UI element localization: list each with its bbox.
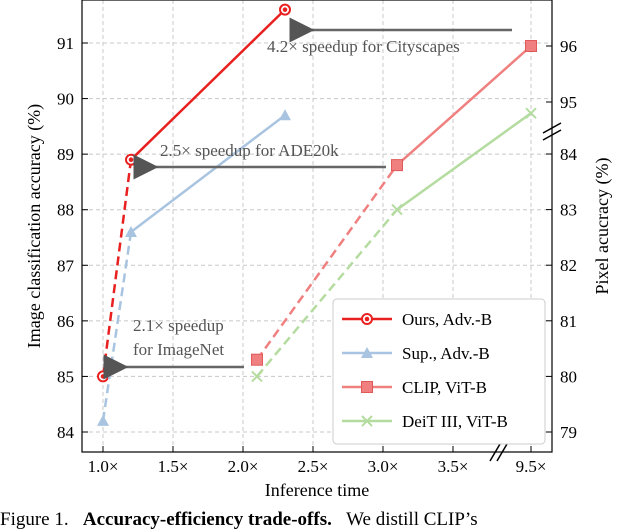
legend-box	[332, 298, 546, 445]
x-tick-label: 1.0×	[88, 457, 119, 476]
x-axis-break-mark	[489, 443, 508, 462]
right-y-tick-label: 79	[560, 423, 577, 442]
data-point	[525, 107, 537, 119]
legend-swatch-marker	[361, 381, 373, 393]
left-y-tick-label: 88	[57, 201, 74, 220]
series-line-segment	[101, 231, 133, 422]
x-tick-label: 3.5×	[438, 457, 469, 476]
x-tick-label: 1.5×	[158, 457, 189, 476]
data-point	[391, 203, 403, 216]
series-line-segment	[130, 114, 286, 233]
data-point-center	[282, 7, 288, 12]
imagenet-speedup-label-line1: 2.1× speedup	[133, 316, 224, 335]
data-point	[391, 159, 403, 172]
right-y-tick-label: 81	[560, 312, 577, 331]
left-y-tick-label: 91	[57, 34, 74, 53]
ade20k-speedup-label: 2.5× speedup for ADE20k	[160, 141, 339, 160]
caption-prefix: Figure 1.	[0, 509, 69, 529]
right-y-tick-label: 80	[560, 367, 577, 386]
data-point	[525, 40, 537, 52]
data-point	[251, 353, 263, 366]
series-line-segment	[101, 159, 133, 377]
x-tick-labels: 1.0× 1.5× 2.0× 2.5× 3.0× 3.5× 9.5×	[88, 446, 547, 476]
legend-swatch-marker	[361, 415, 373, 427]
right-y-tick-label: 95	[560, 93, 577, 112]
left-y-tick-label: 85	[57, 367, 74, 386]
caption-title: Accuracy-efficiency trade-offs.	[82, 509, 332, 529]
data-point	[279, 109, 291, 121]
left-y-tick-labels: 84 85 86 87 88 89 90 91	[57, 34, 88, 442]
left-y-tick-label: 89	[57, 145, 74, 164]
cityscapes-speedup-label: 4.2× speedup for Cityscapes	[267, 37, 460, 56]
right-y-tick-label: 96	[560, 37, 577, 56]
left-y-tick-label: 84	[57, 423, 75, 442]
x-axis-title: Inference time	[265, 480, 369, 500]
legend: Ours, Adv.-B Sup., Adv.-B CLIP, ViT-B DeiT …	[332, 298, 546, 445]
data-point-center	[128, 157, 134, 162]
left-y-tick-label: 87	[57, 256, 75, 275]
x-tick-label: 2.5×	[298, 457, 329, 476]
x-tick-label: 3.0×	[368, 457, 399, 476]
series-1	[97, 109, 291, 426]
right-y-tick-label: 84	[560, 145, 578, 164]
imagenet-speedup-label-line2: for ImageNet	[133, 340, 224, 359]
legend-swatch-marker-center	[364, 316, 370, 322]
series-line-segment	[130, 8, 286, 161]
right-y-tick-labels: 79 80 81 82 83 84 95 96	[546, 37, 578, 442]
right-y-tick-label: 82	[560, 256, 577, 275]
x-tick-label: 9.5×	[516, 457, 547, 476]
data-point	[125, 225, 137, 237]
caption-text: We distill CLIP’s	[346, 509, 478, 529]
right-y-axis-title: Pixel acucracy (%)	[592, 158, 613, 295]
legend-swatch-marker	[361, 347, 373, 358]
right-axis-break-mark	[542, 122, 562, 141]
chart-figure: 1.0× 1.5× 2.0× 2.5× 3.0× 3.5× 9.5× 84858687888…	[24, 0, 613, 500]
data-point	[251, 370, 263, 383]
series-line-segment	[255, 164, 399, 361]
left-y-axis-title: Image classification accuracy (%)	[24, 104, 45, 348]
right-y-tick-label: 83	[560, 201, 577, 220]
series-line-segment	[396, 45, 532, 167]
data-point	[97, 414, 109, 426]
series-3	[251, 107, 537, 383]
series-line-segment	[256, 208, 398, 378]
legend-label: CLIP, ViT-B	[402, 378, 487, 397]
legend-label: Ours, Adv.-B	[402, 310, 492, 329]
series-2	[251, 40, 537, 366]
x-tick-label: 2.0×	[228, 457, 259, 476]
left-y-tick-label: 90	[57, 90, 74, 109]
figure-caption: Figure 1. Accuracy-efficiency trade-offs…	[0, 508, 640, 529]
legend-label: DeiT III, ViT-B	[402, 412, 508, 431]
series-line-segment	[396, 112, 532, 211]
left-y-tick-label: 86	[57, 312, 74, 331]
plot-frame	[81, 0, 553, 453]
data-point-center	[100, 374, 106, 379]
legend-label: Sup., Adv.-B	[402, 344, 490, 363]
